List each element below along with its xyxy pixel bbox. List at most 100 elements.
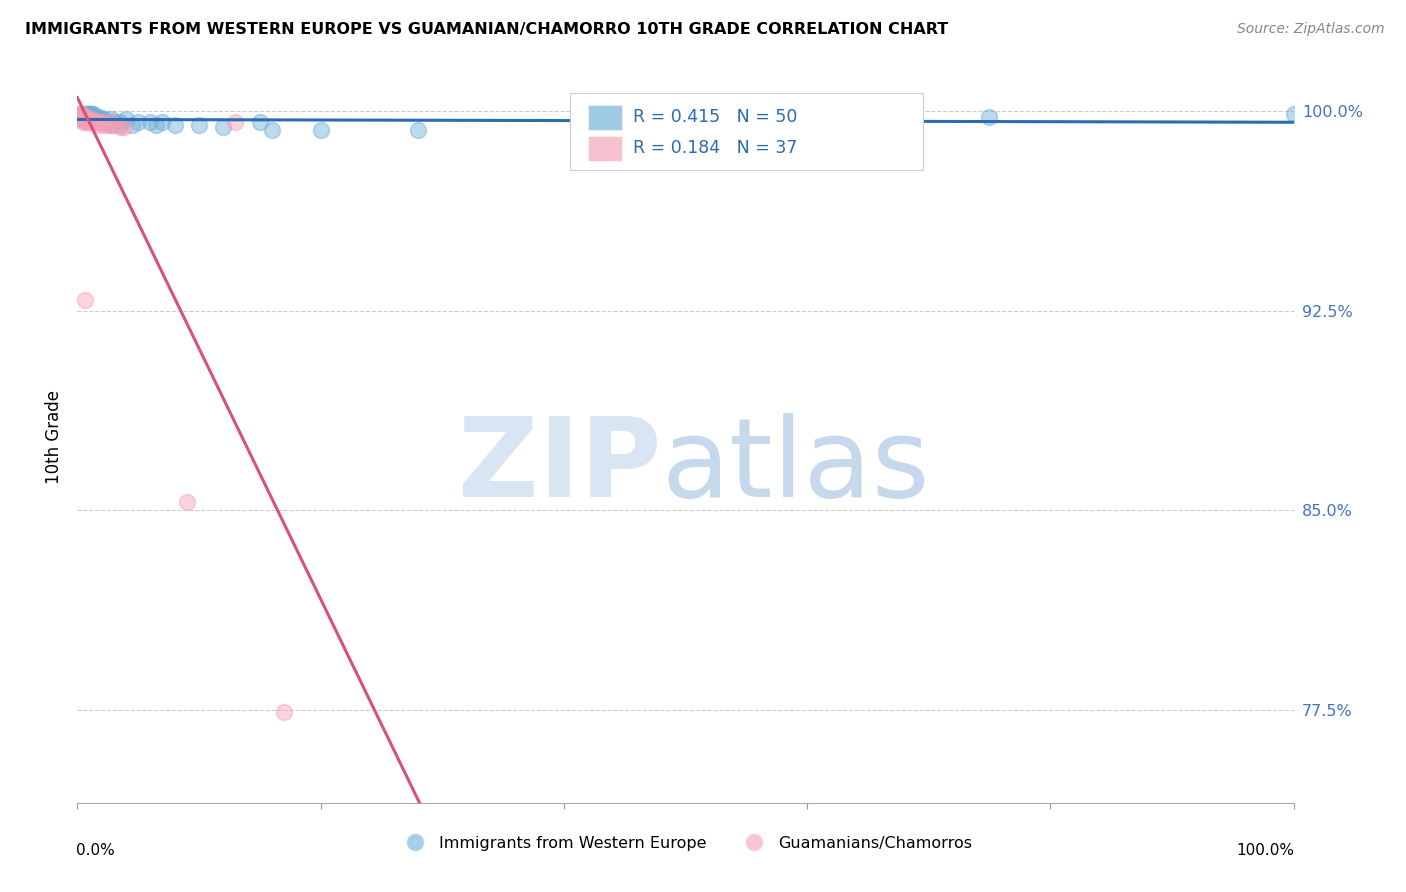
Point (188, 118, 211, 132)
Point (80, 107, 103, 121)
Point (103, 115, 125, 129)
FancyBboxPatch shape (569, 94, 922, 170)
Point (69, 107, 91, 121)
Point (82, 107, 104, 121)
Point (75, 107, 97, 121)
Point (90, 115, 112, 129)
Point (67, 107, 90, 121)
Point (75, 110, 97, 124)
Point (77, 107, 100, 121)
Point (89, 110, 111, 124)
Point (77, 115, 100, 129)
Point (70, 110, 93, 124)
Text: 100.0%: 100.0% (1237, 843, 1295, 858)
Point (72, 112, 94, 127)
Text: 0.0%: 0.0% (76, 843, 115, 858)
Point (97, 115, 120, 129)
Point (87, 118, 110, 132)
Point (84, 115, 107, 129)
Point (93, 112, 115, 127)
Point (89, 115, 111, 129)
Point (163, 118, 186, 132)
Point (90, 112, 112, 127)
Text: IMMIGRANTS FROM WESTERN EUROPE VS GUAMANIAN/CHAMORRO 10TH GRADE CORRELATION CHAR: IMMIGRANTS FROM WESTERN EUROPE VS GUAMAN… (25, 22, 949, 37)
Point (70, 110, 93, 124)
Point (73, 107, 96, 121)
Point (72, 110, 94, 124)
Point (75, 112, 97, 127)
Point (176, 495, 198, 509)
Point (70, 107, 93, 121)
Point (224, 115, 246, 129)
Point (249, 115, 271, 129)
Text: atlas: atlas (661, 413, 929, 520)
Point (75, 115, 97, 129)
Point (139, 115, 162, 129)
Legend: Immigrants from Western Europe, Guamanians/Chamorros: Immigrants from Western Europe, Guamania… (392, 830, 979, 857)
Point (260, 123, 283, 137)
Point (83, 112, 105, 127)
FancyBboxPatch shape (588, 105, 623, 130)
Text: R = 0.415   N = 50: R = 0.415 N = 50 (633, 108, 797, 126)
Point (80, 110, 103, 124)
Point (70, 110, 93, 124)
Point (77, 110, 100, 124)
Point (73, 112, 96, 127)
Point (273, 706, 295, 720)
Point (72, 115, 94, 129)
Point (112, 120, 135, 135)
Point (82, 115, 104, 129)
Text: Source: ZipAtlas.com: Source: ZipAtlas.com (1237, 22, 1385, 37)
Point (127, 115, 149, 129)
Point (70, 112, 93, 127)
Point (82, 110, 104, 124)
Point (73, 293, 96, 307)
Point (93, 118, 115, 132)
Point (80, 115, 103, 129)
Point (100, 115, 122, 129)
Point (90, 115, 112, 129)
Point (77, 112, 100, 127)
Y-axis label: 10th Grade: 10th Grade (45, 390, 63, 484)
Point (69, 107, 91, 121)
Point (602, 120, 624, 135)
Text: R = 0.184   N = 37: R = 0.184 N = 37 (633, 139, 797, 157)
Point (979, 110, 1001, 124)
Point (70, 107, 93, 121)
Point (80, 110, 103, 124)
Point (84, 110, 107, 124)
Point (77, 112, 100, 127)
Point (89, 115, 111, 129)
Point (108, 115, 131, 129)
Point (1282, 107, 1305, 121)
Point (84, 112, 107, 127)
Point (79, 107, 101, 121)
Point (76, 107, 98, 121)
Point (80, 107, 103, 121)
Point (121, 118, 143, 132)
Point (100, 118, 122, 132)
FancyBboxPatch shape (588, 136, 623, 161)
Point (80, 112, 103, 127)
Point (86, 115, 108, 129)
Point (115, 112, 138, 127)
Point (406, 123, 429, 137)
Point (145, 118, 167, 132)
Point (73, 110, 96, 124)
Point (309, 123, 332, 137)
Point (83, 110, 105, 124)
Point (80, 112, 103, 127)
Point (97, 118, 120, 132)
Point (84, 115, 107, 129)
Text: ZIP: ZIP (458, 413, 661, 520)
Point (152, 115, 174, 129)
Point (70, 112, 93, 127)
Point (100, 112, 122, 127)
Point (212, 120, 235, 135)
Point (79, 112, 101, 127)
Point (76, 112, 98, 127)
Point (108, 118, 131, 132)
Point (103, 118, 125, 132)
Point (69, 110, 91, 124)
Point (108, 120, 131, 135)
